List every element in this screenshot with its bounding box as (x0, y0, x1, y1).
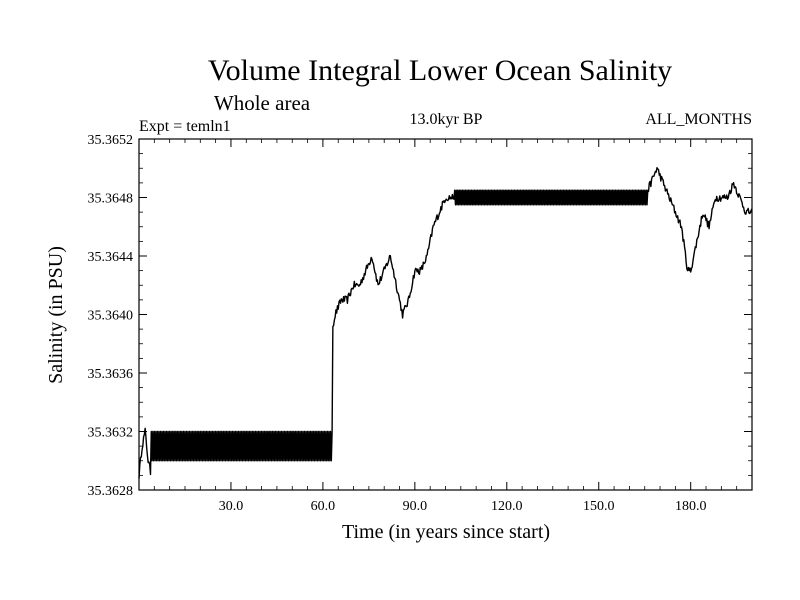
y-tick-label: 35.3628 (88, 484, 134, 499)
plot-area (138, 167, 753, 479)
y-tick-label: 35.3652 (88, 133, 134, 148)
y-tick-label: 35.3636 (88, 367, 134, 382)
x-tick-label: 60.0 (311, 499, 336, 514)
y-axis-ticks: 35.3628 35.3632 35.3636 35.3640 35.3644 35.36… (88, 133, 752, 499)
y-tick-label: 35.3644 (88, 250, 134, 265)
season-label: ALL_MONTHS (645, 111, 752, 128)
chart-subtitle: Whole area (214, 91, 311, 115)
plot-frame (138, 138, 753, 491)
experiment-label: Expt = temln1 (139, 118, 231, 135)
period-label: 13.0kyr BP (410, 111, 483, 128)
y-tick-label: 35.3632 (88, 426, 134, 441)
chart-title: Volume Integral Lower Ocean Salinity (208, 54, 672, 87)
y-tick-label: 35.3640 (88, 309, 134, 324)
y-tick-label: 35.3648 (88, 192, 134, 207)
x-tick-label: 150.0 (583, 499, 615, 514)
x-tick-label: 90.0 (403, 499, 428, 514)
x-tick-label: 120.0 (491, 499, 523, 514)
x-axis-ticks: 30.0 60.0 90.0 120.0 150.0 180.0 (153, 139, 738, 514)
x-axis-label: Time (in years since start) (342, 521, 550, 543)
y-axis-label: Salinity (in PSU) (45, 246, 67, 384)
x-tick-label: 180.0 (675, 499, 707, 514)
salinity-series-line (138, 167, 753, 479)
x-tick-label: 30.0 (219, 499, 244, 514)
